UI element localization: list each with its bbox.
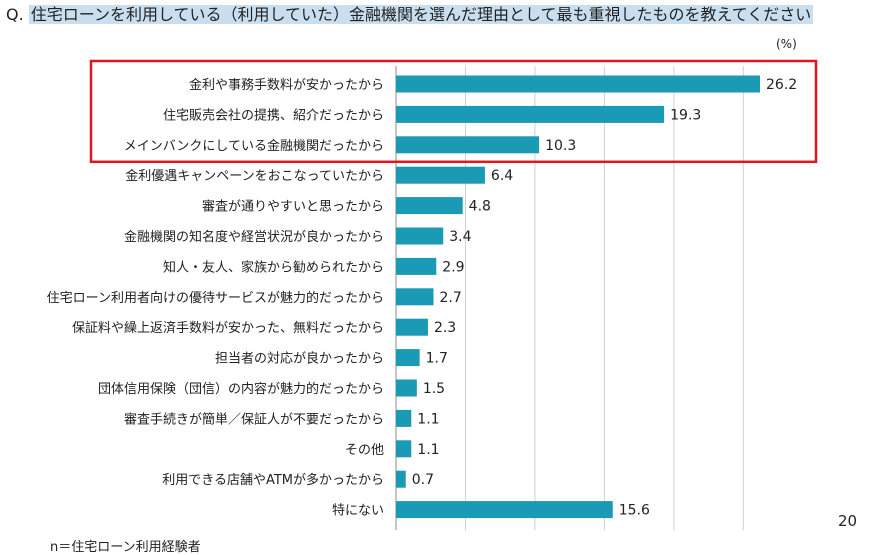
value-label: 2.3: [434, 320, 456, 336]
value-label: 6.4: [491, 168, 513, 184]
bar: [396, 379, 417, 397]
bar: [396, 409, 412, 427]
bar: [396, 166, 485, 184]
question-prefix: Q.: [6, 5, 24, 24]
bar: [396, 288, 434, 306]
bar: [396, 470, 406, 488]
highlight-box: [89, 59, 818, 164]
value-labels: 26.2 19.3 10.3 6.44.8 3.4 2.9 2.7 2.3 1.7 1.5 1.1 1…: [412, 77, 797, 519]
category-label: メインバンクにしている金融機関だったから: [124, 138, 384, 154]
category-label: 担当者の対応が良かったから: [215, 351, 384, 367]
category-label: 特にない: [332, 504, 384, 519]
value-label: 1.5: [423, 381, 445, 397]
page-number: 20: [838, 512, 858, 530]
value-label: 3.4: [449, 229, 471, 245]
value-label: 4.8: [469, 199, 491, 215]
unit-label: (%): [776, 37, 797, 51]
bar: [396, 105, 665, 123]
category-label: 住宅販売会社の提携、紹介だったから: [163, 107, 384, 123]
value-label: 15.6: [619, 503, 650, 519]
category-label: 利用できる店舗やATMが多かったから: [162, 472, 384, 488]
value-label: 10.3: [545, 138, 576, 154]
bar: [396, 75, 760, 93]
value-label: 2.9: [442, 259, 464, 275]
category-label: 金利や事務手数料が安かったから: [189, 77, 384, 93]
bar: [396, 501, 613, 519]
question-title: Q. 住宅ローンを利用している（利用していた）金融機関を選んだ理由として最も重視…: [6, 3, 814, 27]
value-label: 19.3: [670, 107, 701, 123]
category-label: 審査が通りやすいと思ったから: [202, 200, 384, 215]
bars: [396, 75, 760, 519]
value-label: 26.2: [766, 77, 797, 93]
value-label: 1.7: [426, 351, 448, 367]
category-label: 審査手続きが簡単／保証人が不要だったから: [124, 411, 384, 427]
bar: [396, 257, 437, 275]
category-label: 団体信用保険（団信）の内容が魅力的だったから: [98, 381, 384, 397]
bar: [396, 197, 463, 215]
category-label: 知人・友人、家族から勧められたから: [163, 259, 384, 275]
category-labels: 金利や事務手数料が安かったから住宅販売会社の提携、紹介だったからメインバンクにし…: [47, 77, 384, 519]
question-text: 住宅ローンを利用している（利用していた）金融機関を選んだ理由として最も重視したも…: [28, 5, 814, 24]
footnote: n＝住宅ローン利用経験者: [50, 540, 201, 555]
category-label: 住宅ローン利用者向けの優待サービスが魅力的だったから: [47, 290, 384, 306]
category-label: 保証料や繰上返済手数料が安かった、無料だったから: [72, 320, 384, 336]
value-label: 1.1: [417, 442, 439, 458]
bar: [396, 349, 420, 367]
bar: [396, 440, 412, 458]
bar: [396, 227, 444, 245]
value-label: 2.7: [440, 290, 462, 306]
bar: [396, 318, 428, 336]
bar: [396, 136, 540, 154]
category-label: その他: [345, 443, 384, 458]
value-label: 0.7: [412, 472, 434, 488]
category-label: 金融機関の知名度や経営状況が良かったから: [124, 229, 384, 245]
category-label: 金利優遇キャンペーンをおこなっていたから: [125, 168, 384, 184]
value-label: 1.1: [417, 411, 439, 427]
